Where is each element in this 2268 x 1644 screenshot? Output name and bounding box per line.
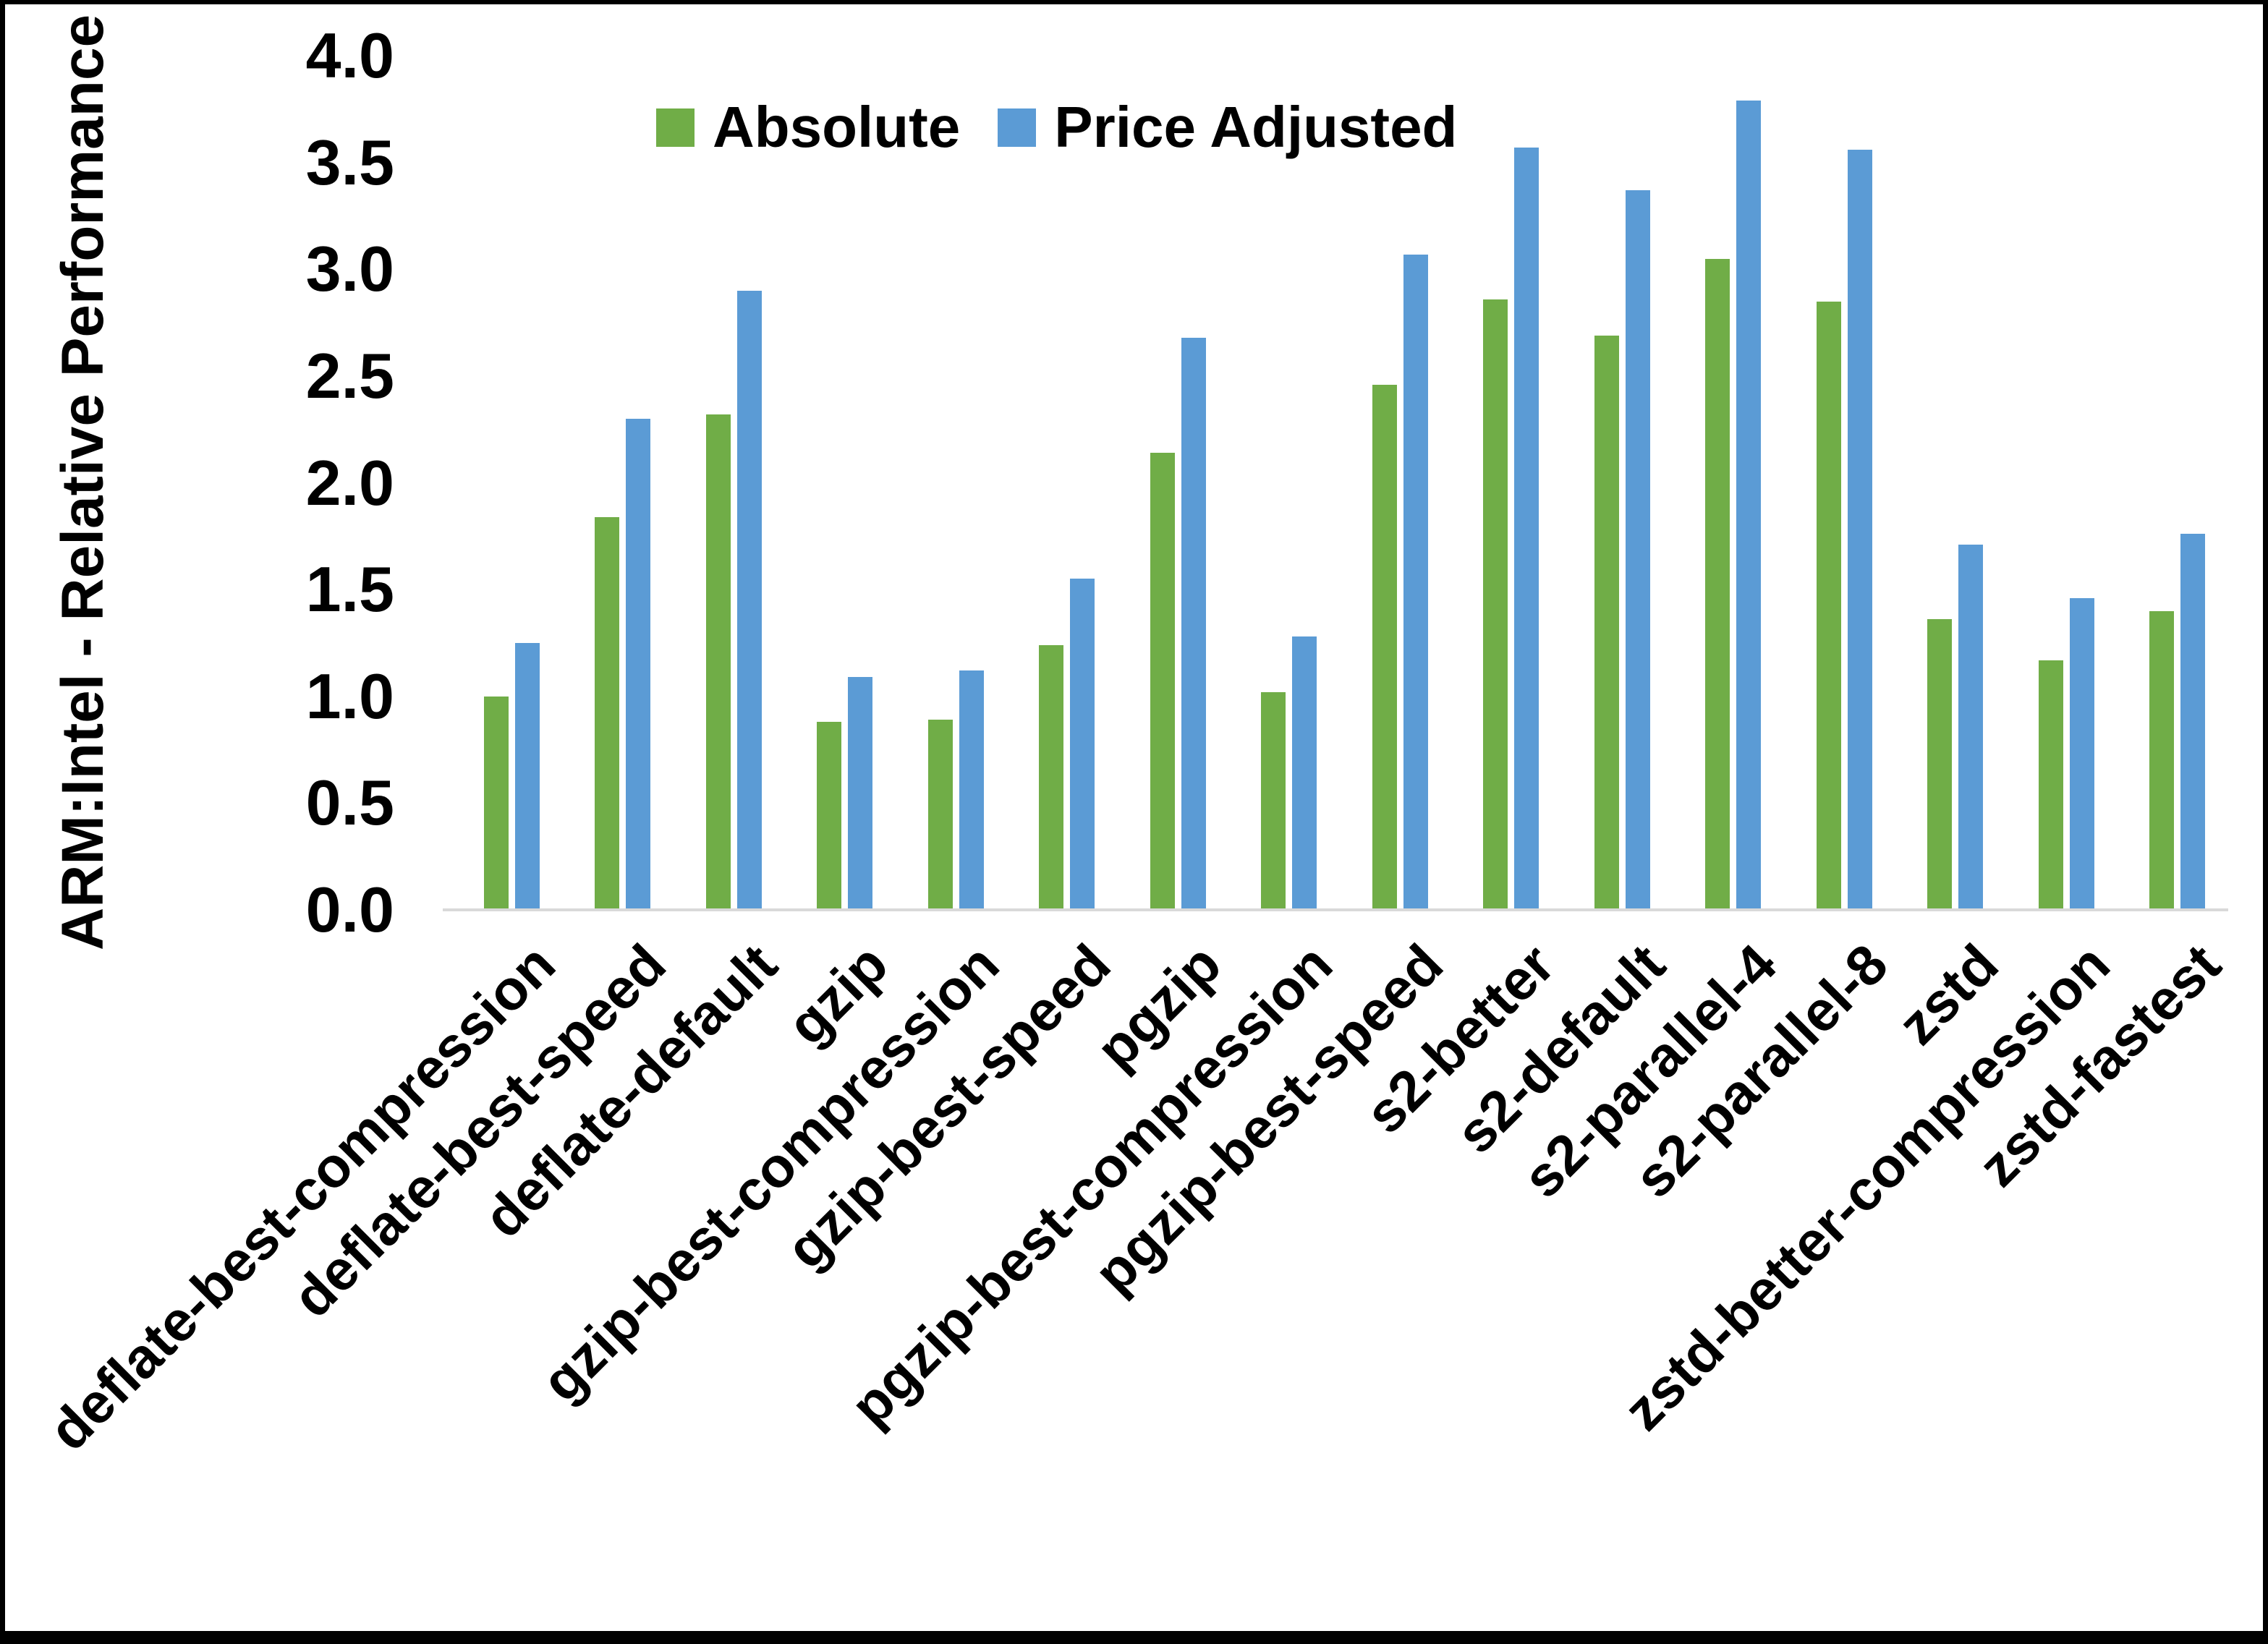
y-tick-label-2.5: 2.5: [305, 339, 394, 412]
bar-absolute-deflate-best-compression: [483, 696, 509, 910]
bar-absolute-s2-default: [1594, 335, 1619, 910]
y-tick-label-3.0: 3.0: [305, 233, 394, 305]
y-tick-label-2.0: 2.0: [305, 446, 394, 519]
price-adjusted-series-swatch-icon: [998, 108, 1037, 147]
y-axis-tick-labels: 0.0 0.5 1.0 1.5 2.0 2.5 3.0 3.5 4.0: [177, 0, 394, 1644]
x-category-label-pgzip-best-speed: pgzip-best-speed: [1082, 932, 1456, 1306]
bar-price-adjusted-deflate-best-speed: [626, 418, 651, 910]
bar-price-adjusted-zstd: [1958, 545, 1984, 910]
x-category-label-pgzip-best-compression: pgzip-best-compression: [838, 932, 1344, 1439]
bar-price-adjusted-deflate-best-compression: [514, 642, 540, 910]
bar-price-adjusted-pgzip-best-compression: [1292, 636, 1317, 910]
x-category-label-s2-parallel-4: s2-parallel-4: [1510, 932, 1788, 1210]
bar-absolute-s2-better: [1483, 299, 1508, 910]
bar-price-adjusted-zstd-fastest: [2180, 534, 2206, 910]
bar-price-adjusted-pgzip-best-speed: [1403, 254, 1428, 910]
bar-absolute-s2-parallel-4: [1705, 258, 1730, 910]
bar-price-adjusted-s2-default: [1625, 190, 1650, 910]
legend-label-absolute: Absolute: [713, 95, 961, 159]
x-category-label-s2-better: s2-better: [1352, 932, 1566, 1146]
x-category-label-s2-parallel-8: s2-parallel-8: [1621, 932, 1900, 1210]
bar-price-adjusted-s2-parallel-4: [1736, 101, 1762, 910]
y-axis-title: ARM:Intel - Relative Performance: [50, 14, 116, 951]
y-tick-label-0.5: 0.5: [305, 767, 394, 839]
bar-price-adjusted-gzip-best-speed: [1070, 579, 1095, 910]
bar-absolute-pgzip: [1150, 453, 1175, 910]
x-category-label-gzip: gzip: [775, 932, 900, 1057]
bar-absolute-gzip: [817, 722, 842, 910]
bar-absolute-gzip-best-speed: [1039, 644, 1064, 910]
x-category-label-zstd: zstd: [1885, 932, 2010, 1057]
bar-absolute-deflate-best-speed: [595, 516, 620, 910]
bar-price-adjusted-gzip-best-compression: [959, 670, 984, 910]
x-axis-line: [443, 908, 2228, 911]
bar-absolute-deflate-default: [705, 414, 731, 910]
bar-absolute-gzip-best-compression: [927, 720, 953, 910]
x-category-label-pgzip: pgzip: [1084, 932, 1233, 1081]
x-category-label-gzip-best-compression: gzip-best-compression: [529, 932, 1011, 1414]
x-category-label-deflate-default: deflate-default: [471, 932, 789, 1250]
bar-absolute-s2-parallel-8: [1816, 301, 1841, 910]
bar-absolute-pgzip-best-compression: [1261, 691, 1286, 910]
bar-price-adjusted-gzip: [848, 677, 873, 910]
legend-label-price-adjusted: Price Adjusted: [1054, 95, 1458, 159]
bar-absolute-zstd-fastest: [2149, 610, 2175, 910]
bar-price-adjusted-pgzip: [1181, 337, 1206, 910]
bar-absolute-zstd: [1927, 619, 1953, 910]
bar-absolute-zstd-better-compression: [2038, 660, 2063, 910]
bar-price-adjusted-deflate-default: [736, 290, 762, 910]
bar-price-adjusted-s2-parallel-8: [1847, 149, 1872, 910]
y-tick-label-1.5: 1.5: [305, 553, 394, 626]
y-tick-label-0.0: 0.0: [305, 874, 394, 945]
y-tick-label-4.0: 4.0: [305, 20, 394, 91]
plot-area: [456, 56, 2233, 910]
y-tick-label-3.5: 3.5: [305, 126, 394, 198]
x-category-label-gzip-best-speed: gzip-best-speed: [773, 932, 1122, 1281]
x-category-label-zstd-fastest: zstd-fastest: [1966, 932, 2233, 1199]
x-category-label-zstd-better-compression: zstd-better-compression: [1610, 932, 2122, 1443]
bar-absolute-pgzip-best-speed: [1372, 384, 1397, 910]
legend: Absolute Price Adjusted: [656, 98, 1457, 156]
bar-price-adjusted-zstd-better-compression: [2069, 597, 2094, 910]
bar-price-adjusted-s2-better: [1514, 147, 1539, 910]
legend-item-price-adjusted: Price Adjusted: [998, 98, 1457, 156]
legend-item-absolute: Absolute: [656, 98, 960, 156]
y-tick-label-1.0: 1.0: [305, 660, 394, 732]
x-category-label-s2-default: s2-default: [1443, 932, 1678, 1166]
absolute-series-swatch-icon: [656, 108, 695, 147]
